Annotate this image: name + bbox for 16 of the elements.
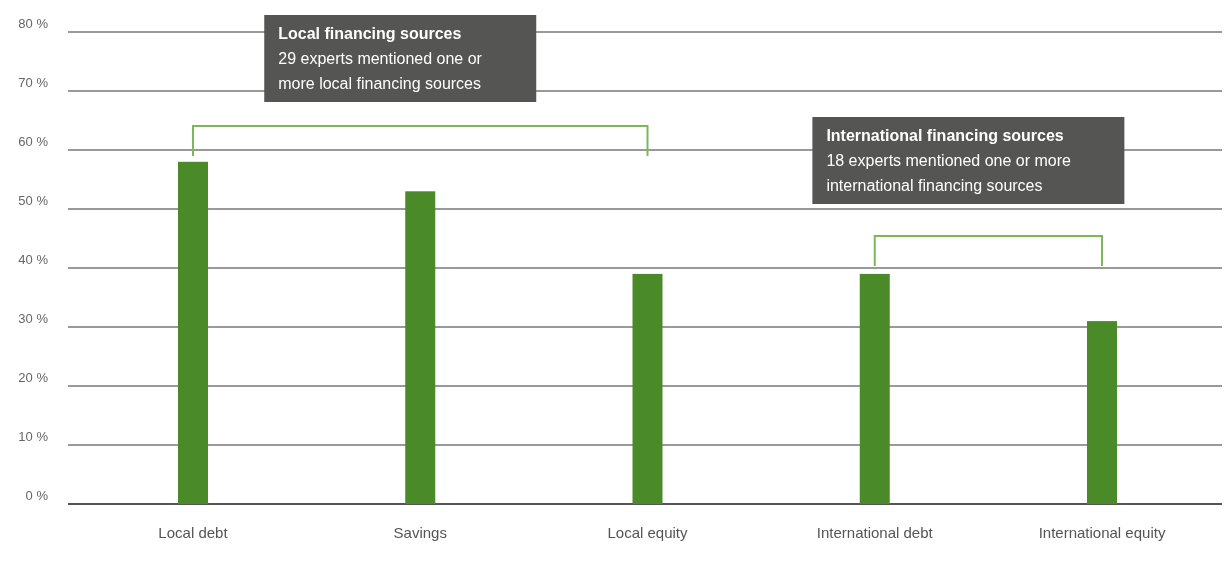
y-tick-label: 50 %: [18, 193, 49, 208]
y-tick-label: 80 %: [18, 16, 49, 31]
y-tick-label: 0 %: [25, 488, 49, 503]
y-tick-label: 60 %: [18, 134, 49, 149]
y-tick-label: 30 %: [18, 311, 49, 326]
y-tick-label: 20 %: [18, 370, 49, 385]
y-tick-label: 70 %: [18, 75, 49, 90]
x-tick-label: Local debt: [158, 524, 229, 541]
y-tick-label: 40 %: [18, 252, 49, 267]
x-tick-label: International equity: [1038, 524, 1166, 541]
x-tick-label: International debt: [816, 524, 934, 541]
x-tick-label: Savings: [393, 524, 447, 541]
y-tick-label: 10 %: [18, 429, 49, 444]
x-tick-label: Local equity: [607, 524, 689, 541]
annotation: Local financing sources 29 experts mentioned one or more local financing sources: [278, 25, 483, 92]
annotation: International financing sources 18 experts mentioned one or more international financing sources: [826, 127, 1072, 194]
